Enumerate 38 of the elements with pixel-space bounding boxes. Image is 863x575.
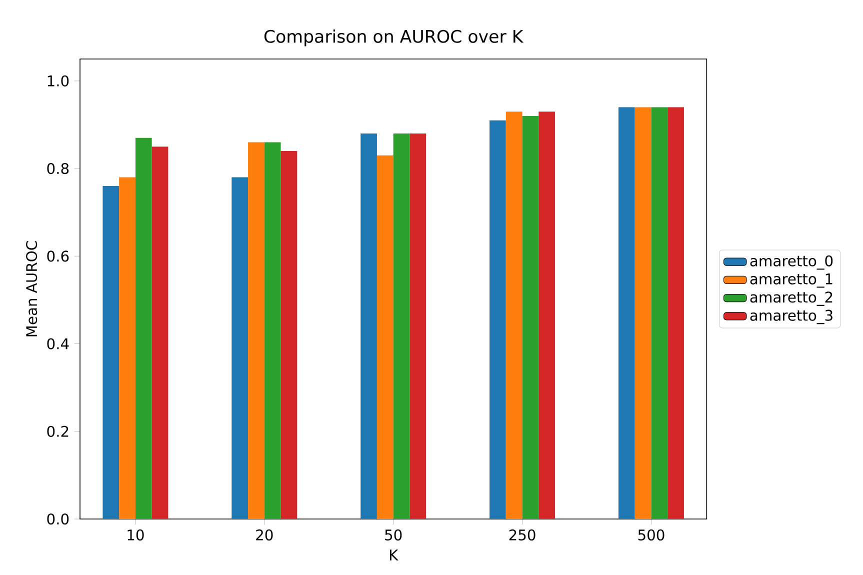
bar (119, 177, 136, 519)
bar (634, 107, 652, 519)
bar (393, 133, 410, 519)
legend-label: amaretto_3 (750, 310, 832, 324)
bar (135, 138, 152, 519)
bar (280, 150, 298, 519)
bar (264, 142, 281, 519)
bar (248, 142, 264, 519)
bar (376, 155, 394, 519)
bar (102, 186, 120, 519)
y-axis-title: Mean AUROC (26, 241, 38, 336)
x-axis-title: K (390, 550, 398, 560)
y-tick-label: 0.8 (47, 162, 69, 174)
legend-label: amaretto_0 (750, 255, 833, 270)
bar (152, 146, 168, 519)
legend-label: amaretto_2 (750, 292, 832, 306)
bar (490, 120, 506, 519)
bar (522, 116, 539, 519)
y-tick-label: 0.0 (47, 513, 69, 525)
bar (538, 112, 556, 519)
x-tick-label: 500 (638, 529, 664, 540)
x-tick-label: 20 (256, 529, 273, 540)
bar (232, 177, 248, 519)
bar (651, 107, 668, 519)
x-tick-label: 10 (128, 529, 144, 540)
bar (618, 107, 635, 519)
bar (410, 133, 426, 519)
y-tick-label: 0.6 (47, 250, 69, 262)
y-tick-label: 0.2 (47, 426, 68, 437)
x-tick-label: 250 (509, 529, 536, 540)
y-tick-label: 0.4 (47, 338, 69, 350)
x-tick-label: 50 (385, 529, 402, 540)
y-tick-label: 1.0 (48, 75, 69, 86)
chart-title: Comparison on AUROC over K (264, 30, 524, 46)
bar (506, 112, 522, 519)
bar (668, 107, 684, 519)
bar (360, 133, 377, 519)
legend-label: amaretto_1 (750, 274, 832, 288)
